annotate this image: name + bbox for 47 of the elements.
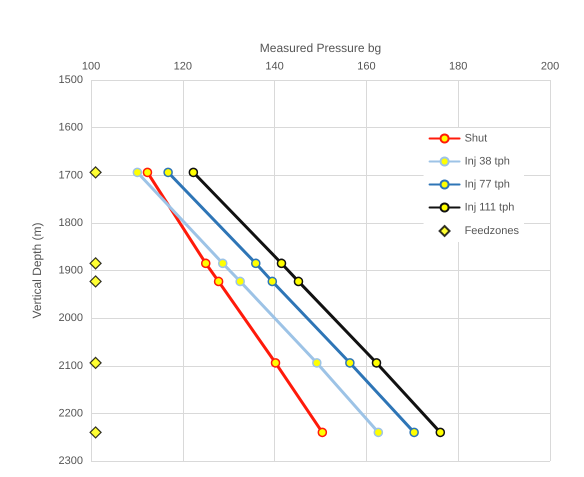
y-tick-label: 1500 xyxy=(58,74,83,86)
x-tick-label: 140 xyxy=(265,60,284,72)
point xyxy=(214,276,224,286)
y-tick-label: 2100 xyxy=(58,360,83,372)
legend-label: Shut xyxy=(464,132,488,144)
x-tick-label: 180 xyxy=(449,60,468,72)
point xyxy=(235,276,245,286)
y-tick-label: 1700 xyxy=(58,169,83,182)
point xyxy=(276,258,286,268)
point xyxy=(89,426,102,439)
y-tick-label: 2000 xyxy=(58,312,83,324)
point xyxy=(163,168,173,178)
point xyxy=(345,358,355,368)
y-tick-label: 2300 xyxy=(58,455,83,467)
legend-label: Inj 111 tph xyxy=(464,202,514,214)
point xyxy=(132,168,142,178)
x-tick-label: 200 xyxy=(540,60,560,72)
point xyxy=(188,168,198,178)
point xyxy=(436,428,446,438)
y-axis-title: Vertical Depth (m) xyxy=(30,222,44,319)
y-tick-label: 2200 xyxy=(58,407,83,420)
point xyxy=(294,276,304,286)
point xyxy=(201,258,210,268)
point xyxy=(312,358,322,368)
point xyxy=(409,428,419,438)
point xyxy=(318,428,328,438)
point xyxy=(218,258,228,268)
legend-label: Inj 38 tph xyxy=(464,156,510,168)
x-tick-label: 120 xyxy=(174,60,192,72)
point xyxy=(142,168,152,178)
y-tick-label: 1800 xyxy=(58,216,83,229)
y-tick-label: 1600 xyxy=(58,122,83,134)
point xyxy=(251,258,261,268)
point xyxy=(89,166,102,178)
point xyxy=(270,358,280,368)
point xyxy=(89,257,102,270)
legend-label: Feedzones xyxy=(464,225,520,237)
x-tick-label: 160 xyxy=(357,60,376,72)
y-tick-label: 1900 xyxy=(58,264,83,276)
x-tick-label: 100 xyxy=(82,60,100,72)
point xyxy=(89,356,102,369)
point xyxy=(372,358,382,368)
legend-label: Inj 77 tph xyxy=(464,178,510,190)
point xyxy=(374,428,384,438)
x-axis-title: Measured Pressure bg xyxy=(260,41,382,55)
point xyxy=(89,275,102,288)
point xyxy=(268,276,278,286)
